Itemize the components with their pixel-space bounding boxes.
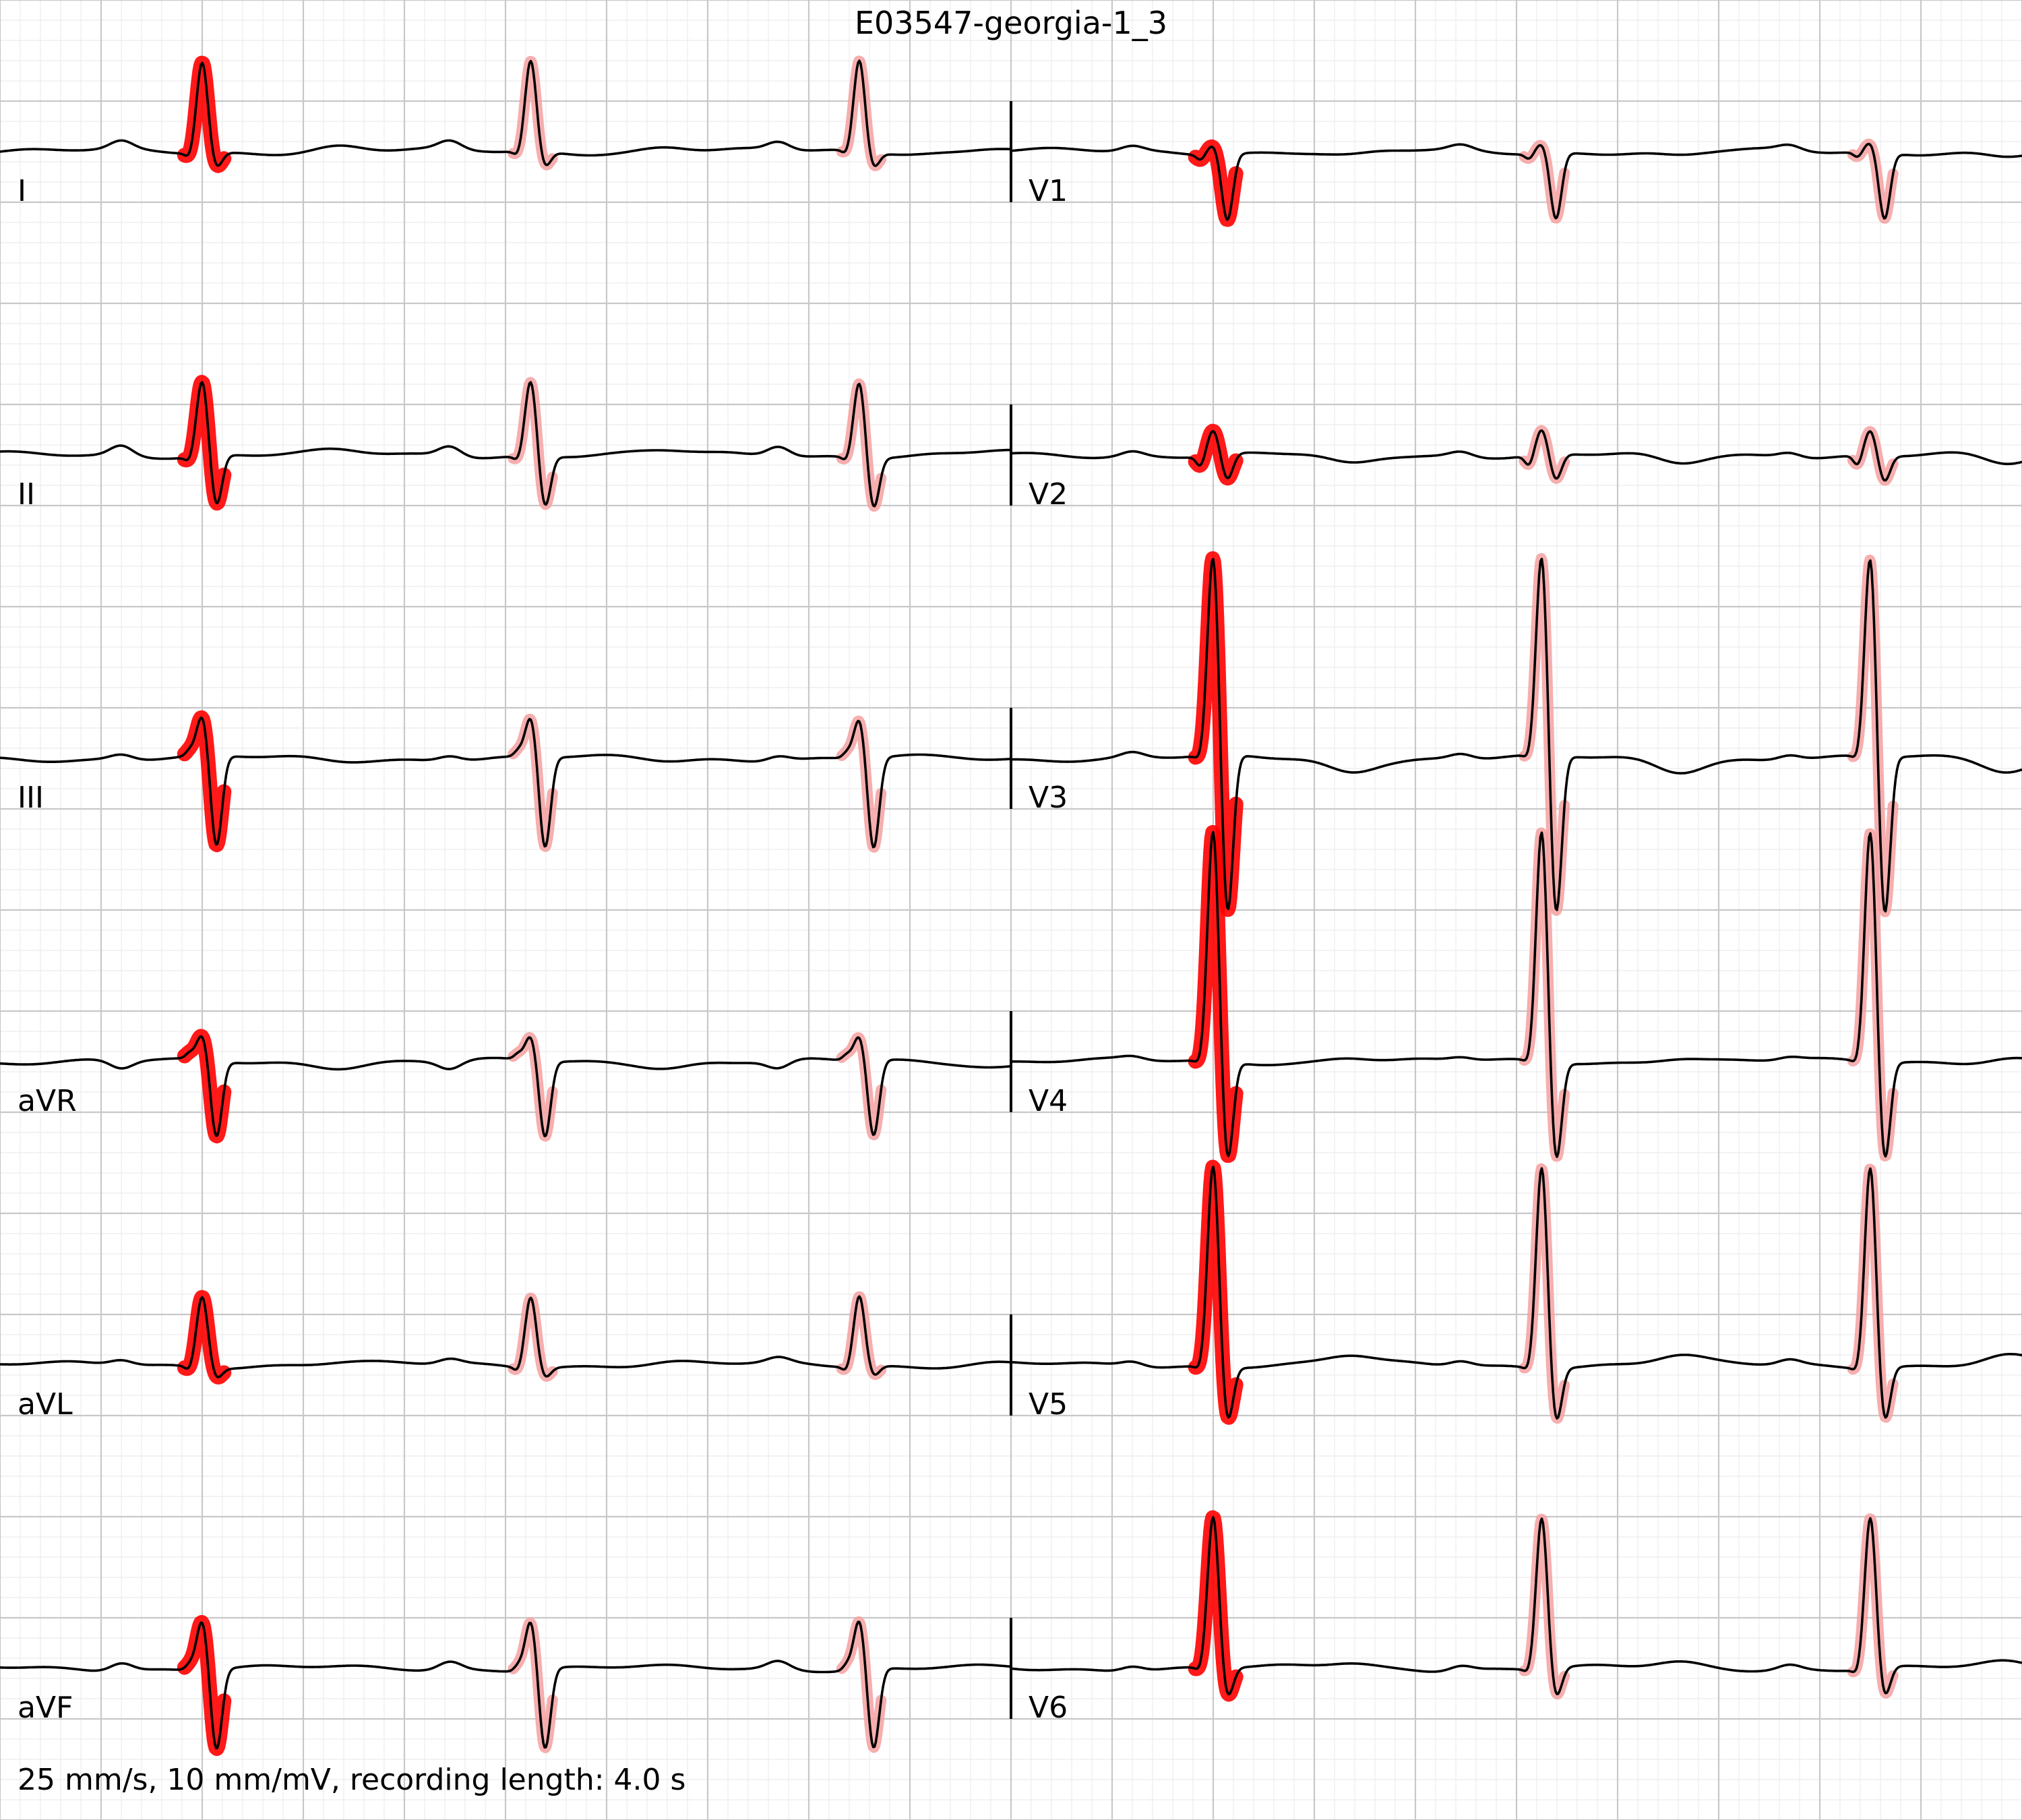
lead-label-v3: V3	[1029, 781, 1068, 815]
ecg-trace-ii	[0, 381, 1011, 508]
ecg-trace-v6	[1010, 1516, 2022, 1695]
chart-title: E03547-georgia-1_3	[855, 5, 1167, 41]
lead-label-avl: aVL	[18, 1387, 73, 1422]
ecg-trace-avr	[0, 1035, 1012, 1138]
ecg-trace-v2	[1010, 429, 2022, 482]
ecg-trace-avf	[0, 1620, 1012, 1750]
ecg-trace-i	[0, 59, 1012, 167]
ecg-trace-v3	[1011, 557, 2022, 913]
ecg-trace-v5	[1010, 1165, 2022, 1420]
lead-label-ii: II	[18, 477, 35, 512]
ecg-trace-avl	[0, 1295, 1012, 1378]
ecg-trace-v4	[1010, 830, 2022, 1158]
lead-label-iii: III	[18, 781, 44, 815]
ecg-trace-layer	[0, 59, 2022, 1750]
lead-label-v1: V1	[1029, 174, 1068, 208]
lead-label-v4: V4	[1029, 1084, 1068, 1118]
lead-label-v2: V2	[1029, 477, 1068, 512]
ecg-trace-iii	[0, 717, 1011, 849]
recording-settings-note: 25 mm/s, 10 mm/mV, recording length: 4.0…	[18, 1763, 685, 1797]
ecg-trace-v1	[1010, 142, 2022, 221]
lead-label-avf: aVF	[18, 1691, 73, 1725]
lead-label-v6: V6	[1029, 1691, 1068, 1725]
lead-label-i: I	[18, 174, 26, 208]
lead-label-v5: V5	[1029, 1387, 1068, 1422]
lead-label-avr: aVR	[18, 1084, 77, 1118]
